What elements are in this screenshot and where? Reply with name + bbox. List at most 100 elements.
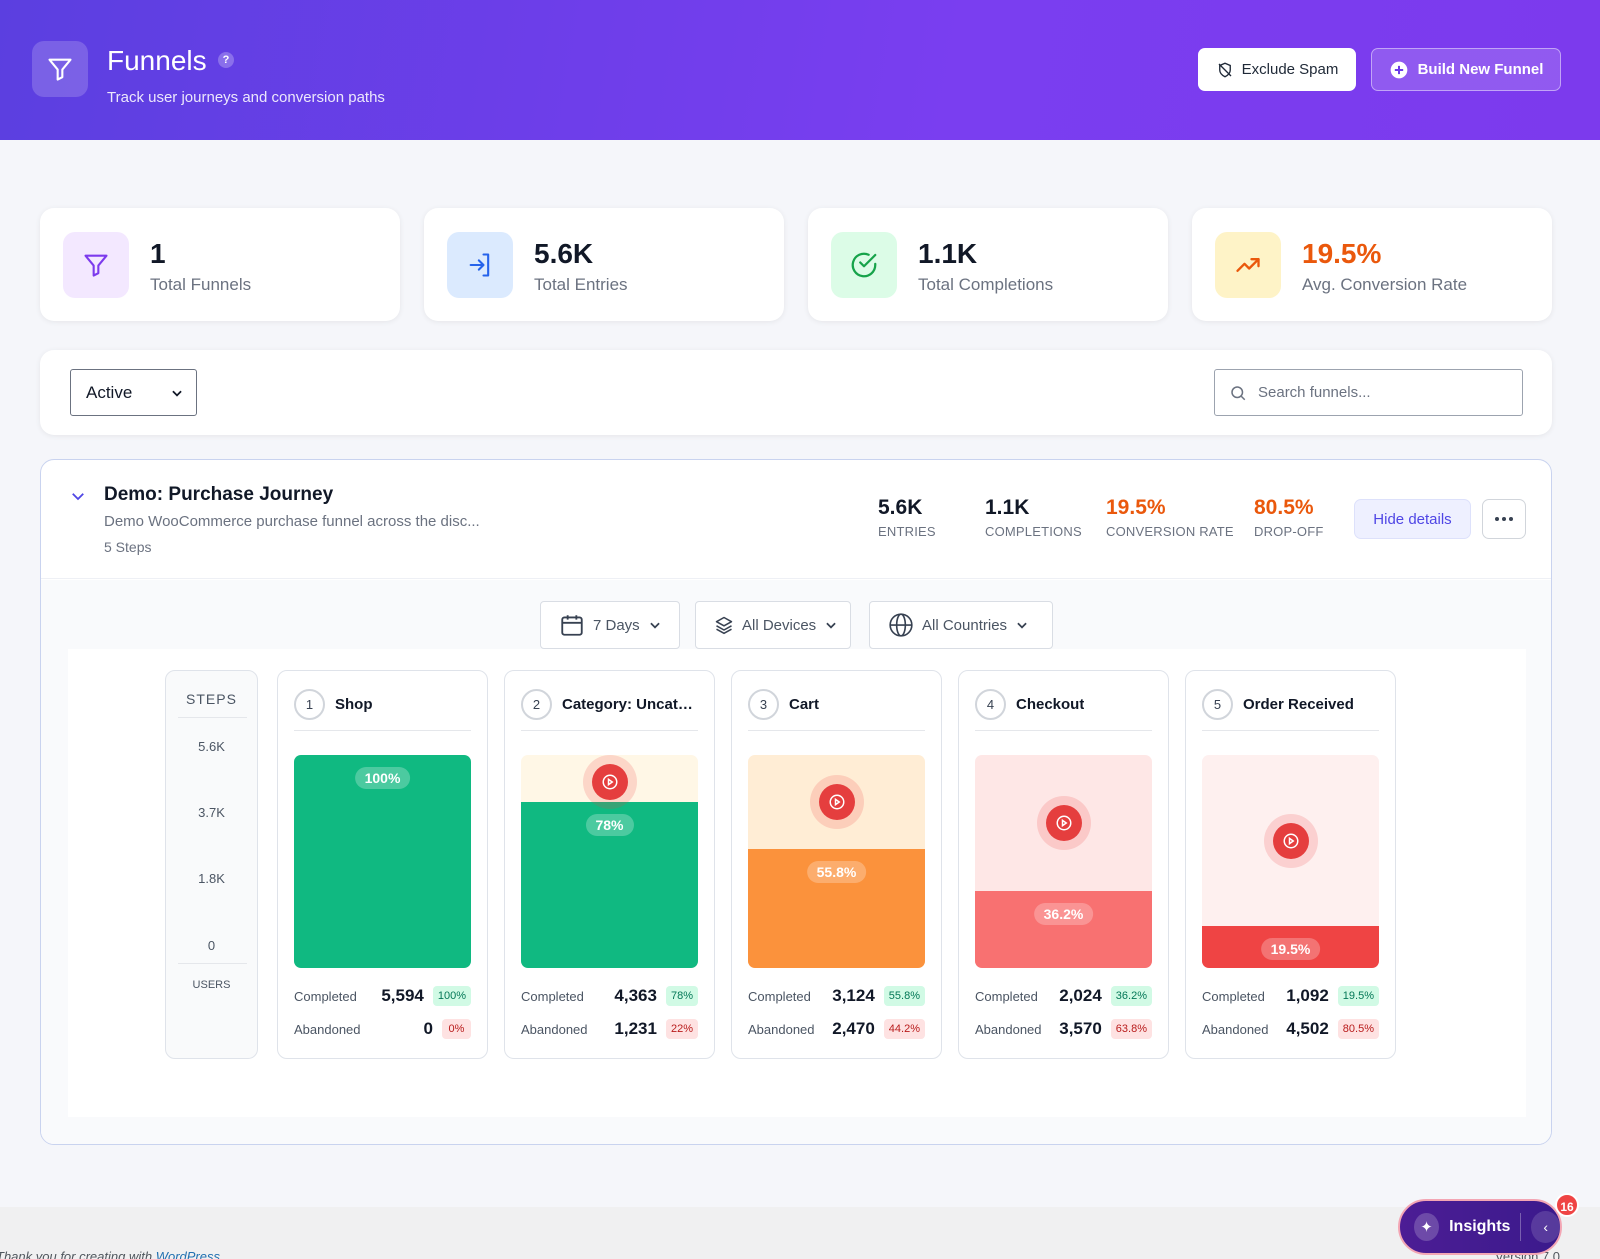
completed-label: Completed: [975, 988, 1038, 1004]
percent-badge: 100%: [354, 767, 411, 789]
divider: [178, 963, 247, 964]
step-number: 1: [294, 689, 325, 720]
metric-label: COMPLETIONS: [985, 524, 1082, 539]
exclude-spam-label: Exclude Spam: [1241, 61, 1339, 78]
step-name: Checkout: [1016, 696, 1085, 713]
funnel-details: 7 Days All Devices All Countries STEPS 5…: [41, 580, 1551, 1144]
funnel-name[interactable]: Demo: Purchase Journey: [104, 484, 334, 505]
step-card: 2 Category: Uncate... 78% Completed 4,363 7…: [504, 670, 715, 1059]
play-circle-icon[interactable]: [1036, 796, 1091, 850]
enter-icon: [447, 232, 513, 298]
stat-card-avg-conversion: 19.5% Avg. Conversion Rate: [1192, 208, 1552, 321]
completed-label: Completed: [1202, 988, 1265, 1004]
bar-fill: 55.8%: [748, 849, 925, 968]
funnel-description: Demo WooCommerce purchase funnel across …: [104, 513, 480, 530]
exclude-spam-button[interactable]: Exclude Spam: [1198, 48, 1356, 91]
bar-track: 19.5%: [1202, 755, 1379, 968]
funnel-steps-count: 5 Steps: [104, 539, 152, 555]
percent-badge: 36.2%: [1033, 903, 1094, 925]
y-tick: 0: [207, 938, 216, 953]
abandoned-label: Abandoned: [1202, 1021, 1269, 1037]
date-range-dropdown[interactable]: 7 Days: [540, 601, 680, 649]
page-header: Funnels ? Track user journeys and conver…: [0, 0, 1600, 140]
bar-fill: 78%: [521, 802, 698, 968]
layers-icon: [715, 616, 733, 635]
search-input[interactable]: Search funnels...: [1214, 369, 1523, 416]
play-circle-icon[interactable]: [582, 755, 637, 809]
step-number: 4: [975, 689, 1006, 720]
footer-thanks-text: Thank you for creating with: [0, 1249, 153, 1259]
metric-value: 1.1K: [985, 496, 1030, 519]
completed-count: 1,092: [1286, 986, 1329, 1005]
metric-entries: 5.6K ENTRIES: [878, 496, 936, 539]
trend-up-icon: [1215, 232, 1281, 298]
step-card: 3 Cart 55.8% Completed 3,124 55.8% Abandone…: [731, 670, 942, 1059]
step-name: Shop: [335, 696, 373, 713]
step-name: Order Received: [1243, 696, 1354, 713]
play-circle-icon[interactable]: [1263, 813, 1318, 868]
abandoned-label: Abandoned: [748, 1021, 815, 1037]
abandoned-percent: 44.2%: [883, 1019, 925, 1039]
completed-percent: 36.2%: [1110, 986, 1152, 1006]
step-number: 3: [748, 689, 779, 720]
y-unit: USERS: [192, 979, 231, 991]
stat-label: Total Completions: [918, 275, 1054, 294]
percent-badge: 19.5%: [1260, 938, 1321, 960]
stat-label: Total Entries: [534, 275, 628, 294]
bar-track: 100%: [294, 755, 471, 968]
countries-value: All Countries: [922, 616, 1008, 634]
chevron-down-icon[interactable]: [69, 487, 87, 505]
axis-title: STEPS: [186, 691, 237, 707]
percent-badge: 78%: [585, 814, 634, 836]
stat-card-total-entries: 5.6K Total Entries: [424, 208, 784, 321]
stat-value: 5.6K: [534, 238, 594, 269]
bar-track: 55.8%: [748, 755, 925, 968]
status-select[interactable]: Active: [70, 369, 197, 416]
plus-circle-icon: [1390, 61, 1407, 78]
countries-dropdown[interactable]: All Countries: [869, 601, 1053, 649]
stat-value: 1.1K: [918, 238, 978, 269]
help-icon[interactable]: ?: [218, 52, 234, 68]
chevron-left-icon[interactable]: ‹: [1531, 1211, 1560, 1243]
hide-details-button[interactable]: Hide details: [1354, 499, 1471, 539]
more-options-button[interactable]: [1482, 499, 1526, 539]
check-circle-icon: [831, 232, 897, 298]
divider: [1520, 1213, 1522, 1241]
date-range-value: 7 Days: [593, 616, 640, 634]
completed-label: Completed: [748, 988, 811, 1004]
y-tick: 1.8K: [198, 871, 225, 886]
completed-label: Completed: [294, 988, 357, 1004]
devices-value: All Devices: [742, 616, 817, 634]
status-select-value: Active: [86, 382, 133, 402]
page-title: Funnels: [107, 45, 207, 76]
abandoned-label: Abandoned: [294, 1021, 361, 1037]
y-axis-column: STEPS 5.6K 3.7K 1.8K 0 USERS: [165, 670, 258, 1059]
abandoned-count: 2,470: [832, 1019, 875, 1038]
stat-label: Avg. Conversion Rate: [1302, 275, 1468, 294]
stat-label: Total Funnels: [150, 275, 252, 294]
stat-card-total-completions: 1.1K Total Completions: [808, 208, 1168, 321]
step-name: Cart: [789, 696, 820, 713]
metric-value: 19.5%: [1106, 496, 1166, 519]
metric-value: 80.5%: [1254, 496, 1314, 519]
completed-count: 3,124: [832, 986, 875, 1005]
more-dots-icon: [1495, 517, 1513, 521]
metric-value: 5.6K: [878, 496, 923, 519]
stat-card-total-funnels: 1 Total Funnels: [40, 208, 400, 321]
bar-fill: 100%: [294, 755, 471, 968]
y-tick: 3.7K: [198, 805, 225, 820]
wordpress-link[interactable]: WordPress: [155, 1249, 220, 1259]
search-placeholder: Search funnels...: [1258, 384, 1371, 401]
bar-fill: 36.2%: [975, 891, 1152, 968]
completed-count: 2,024: [1059, 986, 1102, 1005]
devices-dropdown[interactable]: All Devices: [695, 601, 851, 649]
abandoned-count: 3,570: [1059, 1019, 1102, 1038]
build-new-funnel-button[interactable]: Build New Funnel: [1371, 48, 1561, 91]
build-new-funnel-label: Build New Funnel: [1417, 61, 1544, 78]
completed-label: Completed: [521, 988, 584, 1004]
footer-thanks: Thank you for creating with WordPress: [0, 1249, 220, 1259]
play-circle-icon[interactable]: [809, 775, 864, 829]
chevron-down-icon: [649, 622, 660, 629]
insights-button[interactable]: ✦ Insights ‹: [1398, 1199, 1562, 1255]
funnel-icon: [63, 232, 129, 298]
